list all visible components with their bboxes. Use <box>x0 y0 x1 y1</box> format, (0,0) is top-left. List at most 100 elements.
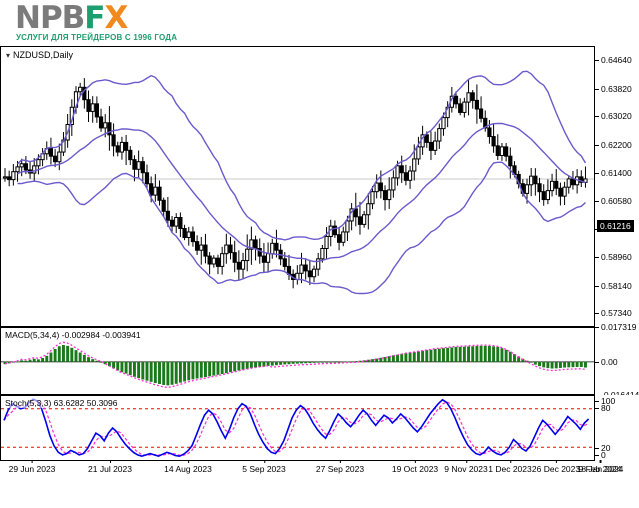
macd-bar <box>224 361 228 374</box>
stochastic-panel[interactable]: Stoch(5,3,3) 63.6282 50.3096 <box>0 395 595 461</box>
macd-bar <box>579 361 583 367</box>
chart-container: ▾ NZDUSD,Daily 0.64640 0.63820 0.63020 0.622… <box>0 46 639 508</box>
macd-bar <box>99 361 103 363</box>
macd-bar <box>375 358 379 362</box>
macd-bar <box>575 361 579 367</box>
macd-bar <box>542 361 546 368</box>
macd-bar <box>78 352 82 362</box>
macd-bar <box>387 356 391 362</box>
macd-bar <box>82 354 86 362</box>
macd-bar <box>103 361 107 365</box>
macd-bar <box>521 358 525 362</box>
date-tick-label: 21 Jul 2023 <box>88 460 132 474</box>
macd-bar <box>554 361 558 369</box>
bollinger-upper <box>17 70 587 241</box>
macd-bar <box>416 351 420 362</box>
macd-bar <box>20 360 24 362</box>
date-tick-label: 1 Dec 2023 <box>488 460 532 474</box>
macd-bar <box>187 361 191 381</box>
macd-bar <box>379 357 383 362</box>
symbol-label[interactable]: ▾ NZDUSD,Daily <box>6 50 73 60</box>
macd-bar <box>325 361 329 363</box>
macd-bar <box>116 361 120 371</box>
macd-bar <box>558 361 562 368</box>
macd-bar <box>425 350 429 362</box>
macd-bar <box>57 346 61 362</box>
macd-bar <box>145 361 149 381</box>
macd-bar <box>487 346 491 362</box>
date-tick-label: 19 Oct 2023 <box>391 460 439 474</box>
macd-bar <box>132 361 136 377</box>
date-tick-label: 9 Nov 2023 <box>444 460 488 474</box>
macd-bar <box>124 361 128 374</box>
macd-bar <box>475 346 479 362</box>
chevron-down-icon[interactable]: ▾ <box>6 51 11 60</box>
macd-bar <box>504 349 508 362</box>
macd-bar <box>312 361 316 363</box>
macd-bar <box>220 361 224 375</box>
macd-bar <box>358 360 362 362</box>
macd-bar <box>508 351 512 362</box>
macd-bar <box>479 345 483 362</box>
macd-bar <box>329 361 333 363</box>
macd-bar <box>337 361 341 363</box>
stochastic-k-line <box>3 398 590 458</box>
macd-panel[interactable]: MACD(5,34,4) -0.002984 -0.003941 <box>0 327 595 395</box>
macd-bar <box>87 357 90 362</box>
macd-bar <box>571 361 575 368</box>
macd-bar <box>270 361 274 366</box>
macd-bar <box>529 361 533 363</box>
macd-bar <box>137 361 141 379</box>
macd-bar <box>112 361 116 369</box>
macd-bar <box>350 361 354 363</box>
macd-bar <box>517 356 521 362</box>
macd-bar <box>291 361 295 364</box>
macd-bar <box>216 361 220 375</box>
macd-bar <box>120 361 124 373</box>
macd-bar <box>241 361 245 370</box>
macd-bar <box>513 354 516 362</box>
macd-bar <box>70 347 74 362</box>
macd-bar <box>274 361 278 366</box>
stochastic-tick: 100 <box>594 396 616 406</box>
macd-bar <box>287 361 291 365</box>
current-price-badge: 0.61216 <box>597 220 634 232</box>
brand-logo: NPBFX <box>15 0 128 36</box>
macd-bar <box>304 361 308 364</box>
macd-bar <box>525 360 529 362</box>
macd-bar <box>233 361 237 372</box>
macd-bar <box>283 361 287 365</box>
macd-bar <box>404 353 408 362</box>
macd-bar <box>396 354 400 362</box>
price-tick: 0.63020 <box>595 111 632 122</box>
macd-bar <box>400 353 404 362</box>
macd-bar <box>345 361 349 363</box>
price-panel[interactable]: ▾ NZDUSD,Daily <box>0 46 595 327</box>
symbol-text: NZDUSD,Daily <box>13 50 74 60</box>
price-plot <box>1 70 594 295</box>
macd-bar <box>391 355 395 362</box>
macd-bar <box>496 347 500 362</box>
macd-bar <box>446 347 450 362</box>
price-tick: 0.60580 <box>595 196 632 207</box>
date-tick-label: 29 Jun 2023 <box>8 460 56 474</box>
brand-logo-x: X <box>104 0 128 36</box>
macd-bar <box>254 361 258 368</box>
macd-bar <box>341 361 345 363</box>
macd-bar <box>199 361 203 378</box>
macd-bar <box>412 351 416 362</box>
macd-bar <box>41 357 45 362</box>
macd-bar <box>266 361 270 366</box>
macd-bar <box>362 360 366 362</box>
macd-bar <box>383 356 387 362</box>
bollinger-middle <box>17 122 586 263</box>
macd-bar <box>183 361 187 382</box>
macd-bar <box>500 348 504 362</box>
macd-bar <box>300 361 303 364</box>
macd-plot <box>1 341 594 389</box>
macd-bar <box>158 361 161 384</box>
macd-bar <box>454 347 458 362</box>
macd-bar <box>16 361 19 363</box>
macd-bar <box>333 361 337 363</box>
